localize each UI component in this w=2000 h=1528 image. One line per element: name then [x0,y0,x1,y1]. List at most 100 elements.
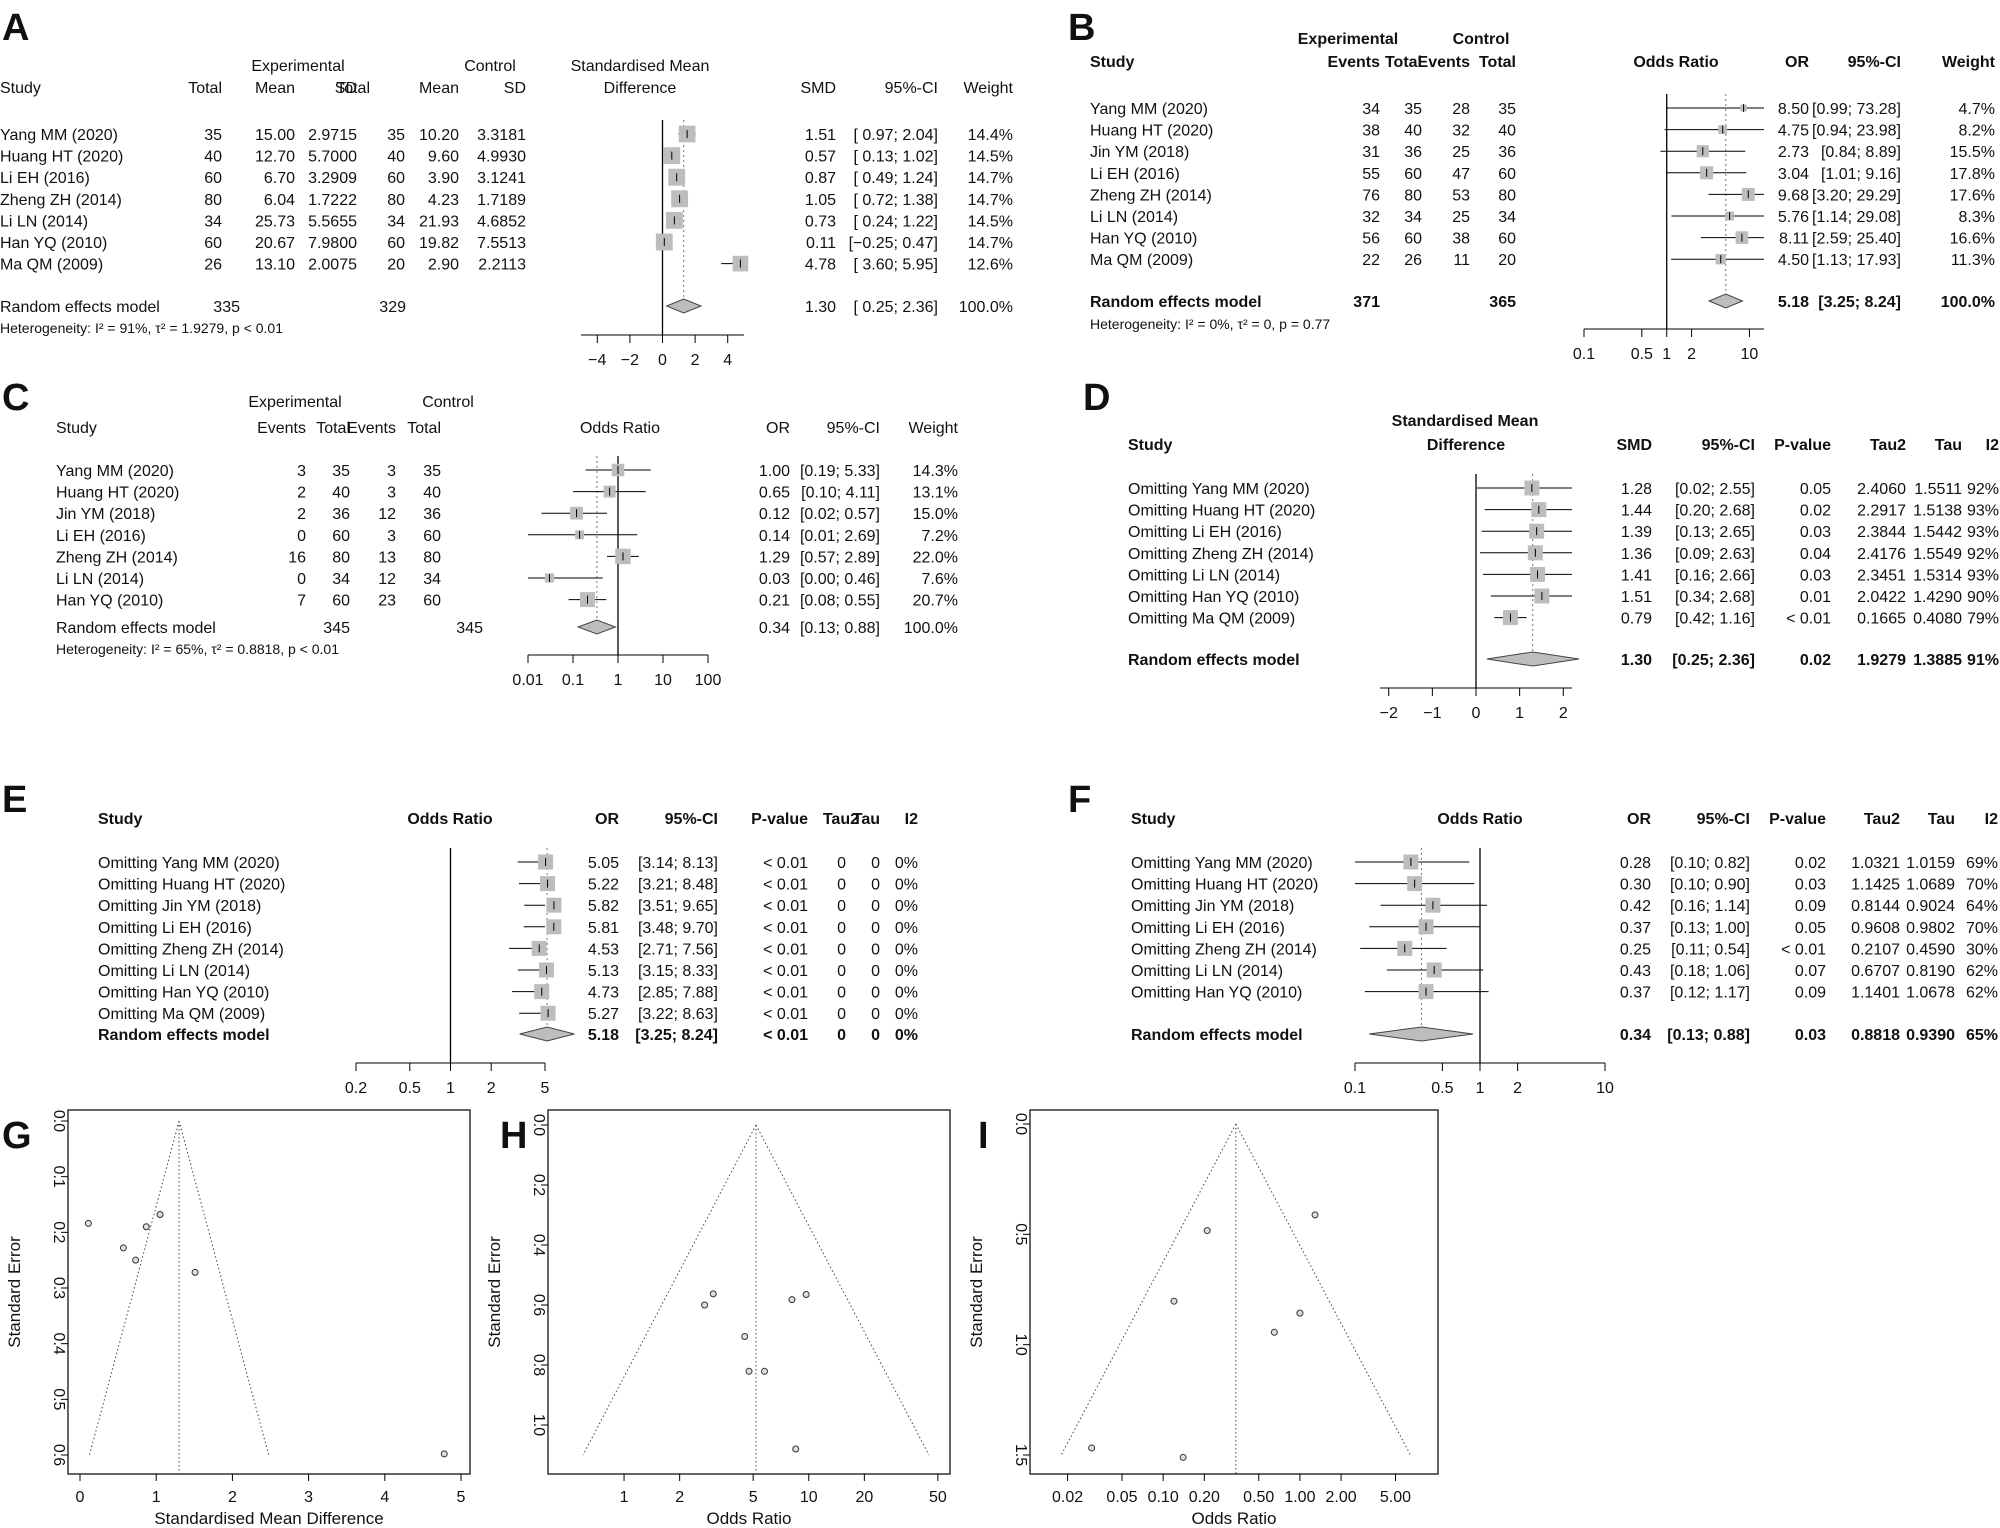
table-cell: 34 [204,213,222,230]
column-header: 95%-CI [1702,437,1755,454]
table-cell: 10.20 [419,127,459,144]
table-cell: 0.21 [759,593,790,610]
table-cell: 1.7222 [308,192,357,209]
table-cell: 34 [332,571,350,588]
study-point [701,1301,709,1309]
table-cell: 26 [204,257,222,274]
table-cell: 4.7% [1959,101,1995,118]
table-cell: 69% [1966,855,1998,872]
table-cell: 11.3% [1951,252,1995,269]
table-cell: Omitting Li EH (2016) [98,920,252,937]
table-cell: Li EH (2016) [1090,166,1180,183]
forest-plot-E: 0.2 0.5 1 2 5 Study Odds Ratio OR 95%-CI P-value T… [98,811,918,1097]
table-cell: 1.5442 [1913,524,1962,541]
column-header: Total [188,80,222,97]
y-tick-label: 0.5 [50,1388,67,1410]
y-tick-label: 1.0 [1012,1334,1029,1356]
column-header: Events [257,420,306,437]
x-tick-label: 0.05 [1106,1489,1137,1506]
table-cell: 80 [387,192,405,209]
summary-label: Random effects model [0,299,160,316]
table-cell: 8.2% [1959,123,1995,140]
column-header: Weight [908,420,958,437]
y-tick-label: 0.8 [530,1354,547,1376]
y-tick-label: 1.0 [530,1414,547,1436]
table-cell: 28 [1452,101,1470,118]
summary-weight: 100.0% [904,620,958,637]
table-cell: 8.11 [1779,231,1809,248]
column-header: Tau2 [1864,811,1900,828]
table-cell: 4.78 [805,257,836,274]
study-point [1296,1309,1304,1317]
table-cell: 1.1401 [1851,985,1900,1002]
table-cell: [0.13; 2.65] [1675,524,1755,541]
table-cell: Zheng ZH (2014) [1090,187,1212,204]
table-cell: [0.08; 0.55] [800,593,880,610]
funnel-left-line [88,1120,180,1456]
column-header: OR [766,420,790,437]
table-cell: 0.37 [1620,920,1651,937]
table-cell: Omitting Li LN (2014) [98,963,250,980]
y-tick-label: 0.0 [530,1114,547,1136]
y-axis-label: Standard Error [485,1236,504,1348]
x-tick-label: 1 [614,672,623,689]
x-tick-label: 10 [654,672,672,689]
summary-weight: 100.0% [1941,294,1995,311]
table-cell: 2.3451 [1857,567,1906,584]
table-cell: 14.7% [968,192,1013,209]
table-cell: 0 [837,941,846,958]
forest-plot-D: −2 −1 0 1 2 Standardised Mean Study Difference S… [1128,413,1999,722]
summary-exp-total: 345 [323,620,350,637]
table-cell: 35 [1498,101,1516,118]
column-header: Events [1328,54,1381,71]
funnel-plot-G: 0 1 2 3 4 5 0.0 0.1 0.2 0.3 0.4 0.5 0.6 Standardised … [5,1109,471,1528]
plot-frame [67,1109,471,1475]
panel-letter-G: G [2,1115,32,1157]
study-point [440,1450,448,1458]
summary-estimate: 1.30 [805,299,836,316]
column-header: Total [336,80,370,97]
table-cell: 0% [895,963,918,980]
table-cell: 0 [297,528,306,545]
table-cell: Omitting Zheng ZH (2014) [98,941,284,958]
table-cell: 0.25 [1620,941,1651,958]
table-cell: 35 [204,127,222,144]
table-cell: < 0.01 [763,941,808,958]
summary-cell: 0.9390 [1906,1027,1955,1044]
table-cell: [0.16; 2.66] [1675,567,1755,584]
table-cell: 14.5% [968,149,1013,166]
table-cell: [0.13; 1.00] [1670,920,1750,937]
column-header: Odds Ratio [1437,811,1523,828]
table-cell: 5.7000 [308,149,357,166]
table-cell: 0% [895,920,918,937]
table-cell: 0.01 [1800,589,1831,606]
summary-label: Random effects model [1128,652,1300,669]
table-cell: 4.23 [428,192,459,209]
table-cell: 2.4060 [1857,481,1906,498]
table-cell: 4.9930 [477,149,526,166]
summary-diamond [1486,651,1580,667]
table-cell: 36 [1498,144,1516,161]
table-cell: 0% [895,898,918,915]
study-point [761,1367,769,1375]
plot-frame [1029,1109,1439,1475]
table-cell: 80 [423,549,441,566]
table-cell: 1.5511 [1914,481,1962,498]
table-cell: 40 [1498,123,1516,140]
table-cell: 0.09 [1795,898,1826,915]
table-cell: 60 [1404,231,1422,248]
table-cell: 0 [837,920,846,937]
table-cell: 15.5% [1950,144,1995,161]
summary-diamond [519,1026,575,1042]
column-header: 95%-CI [827,420,880,437]
table-cell: < 0.01 [763,855,808,872]
y-tick-label: 1.5 [1012,1444,1029,1466]
table-cell: Omitting Huang HT (2020) [1131,877,1318,894]
table-cell: 0.03 [1795,877,1826,894]
forest-plot-C: 0.01 0.1 1 10 100 Experimental Control Study Eve… [56,394,959,689]
column-header: I2 [1985,811,1998,828]
y-tick-label: 0.2 [530,1174,547,1196]
table-cell: 25 [1452,144,1470,161]
panel-letter-D: D [1083,377,1110,419]
table-cell: 0.4080 [1913,611,1962,628]
